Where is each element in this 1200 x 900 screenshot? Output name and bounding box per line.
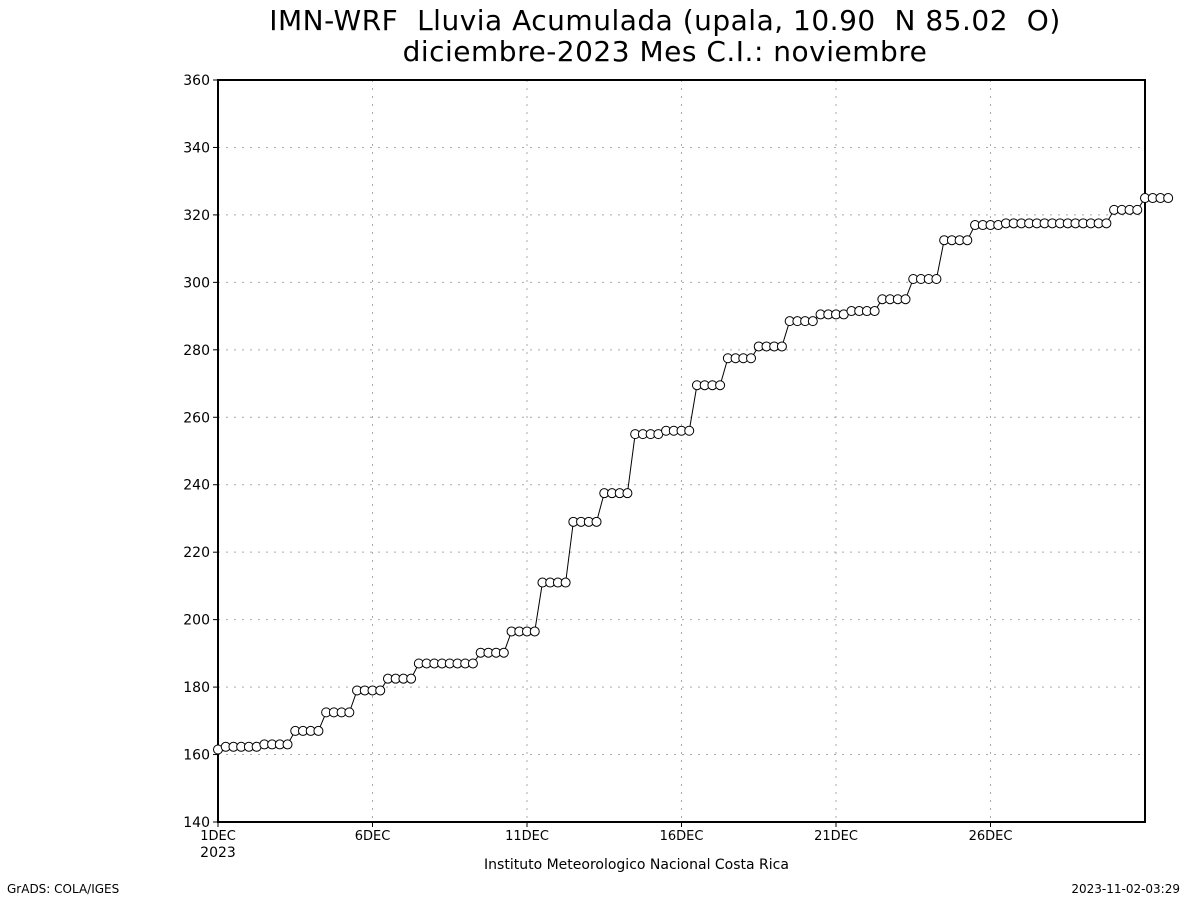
data-point — [715, 380, 726, 391]
data-point — [591, 516, 602, 527]
chart-subtitle: diciembre-2023 Mes C.I.: noviembre — [402, 35, 928, 68]
y-tick-label: 140 — [183, 815, 210, 831]
data-point — [282, 739, 293, 750]
series-line — [217, 197, 1169, 750]
data-point — [529, 626, 540, 637]
y-tick-label: 360 — [183, 73, 210, 89]
y-tick-label: 180 — [183, 680, 210, 696]
y-tick-label: 240 — [183, 478, 210, 494]
data-point — [467, 658, 478, 669]
data-point — [406, 673, 417, 684]
y-tick-label: 200 — [183, 613, 210, 629]
data-point — [1163, 193, 1174, 204]
data-point — [931, 273, 942, 284]
x-tick-label: 16DEC — [660, 829, 704, 844]
y-tick-label: 340 — [183, 140, 210, 156]
data-point — [746, 353, 757, 364]
y-tick-label: 320 — [183, 208, 210, 224]
x-tick-label: 1DEC — [200, 829, 236, 844]
generation-timestamp: 2023-11-02-03:29 — [1071, 882, 1180, 896]
y-tick-label: 220 — [183, 545, 210, 561]
data-point — [1101, 218, 1112, 229]
plot-frame — [217, 79, 1146, 823]
y-tick-label: 300 — [183, 275, 210, 291]
x-tick-label: 11DEC — [505, 829, 549, 844]
data-point — [498, 647, 509, 658]
x-tick-label: 6DEC — [355, 829, 391, 844]
x-tick-label: 26DEC — [969, 829, 1013, 844]
data-point — [313, 725, 324, 736]
data-point — [900, 294, 911, 305]
data-point — [622, 488, 633, 499]
data-point — [962, 235, 973, 246]
data-point — [375, 685, 386, 696]
data-point — [684, 425, 695, 436]
data-point — [807, 316, 818, 327]
data-point — [1132, 204, 1143, 215]
y-tick-label: 160 — [183, 748, 210, 764]
x-tick-label: 21DEC — [814, 829, 858, 844]
x-axis-label: Instituto Meteorologico Nacional Costa R… — [484, 857, 789, 873]
data-point — [869, 306, 880, 317]
software-credit: GrADS: COLA/IGES — [7, 882, 120, 896]
data-point — [560, 577, 571, 588]
chart-title: IMN-WRF Lluvia Acumulada (upala, 10.90 N… — [269, 4, 1061, 37]
data-point — [776, 341, 787, 352]
y-tick-label: 280 — [183, 343, 210, 359]
y-tick-label: 260 — [183, 410, 210, 426]
x-tick-sublabel: 2023 — [200, 845, 236, 861]
data-point — [344, 707, 355, 718]
